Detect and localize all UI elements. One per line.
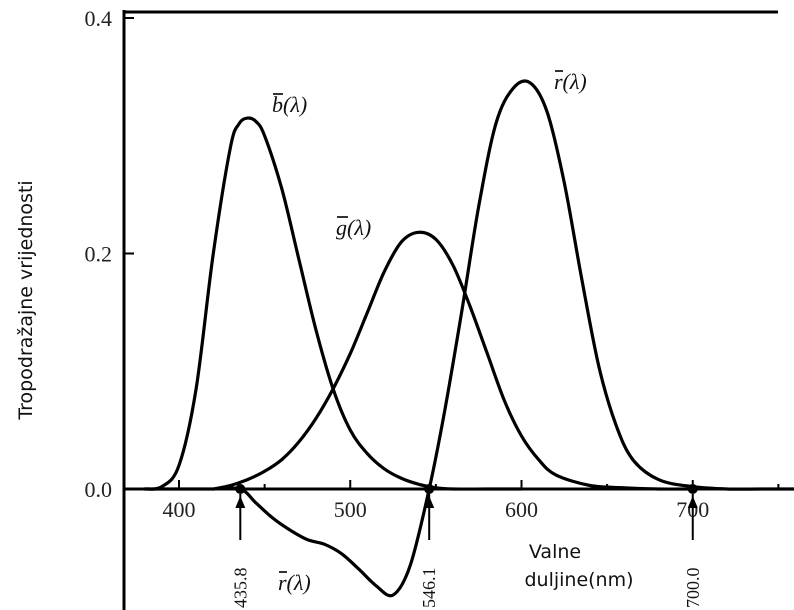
- y-axis-title: Tropodražajne vrijednosti: [15, 180, 37, 420]
- y-tick-label-0: 0.0: [85, 477, 113, 502]
- marker-arrow-head: [424, 496, 435, 508]
- x-axis-title-line2: duljine(nm): [524, 569, 633, 591]
- axis-titles: Tropodražajne vrijednosti Valne duljine(…: [15, 180, 634, 591]
- axis-ticks: [124, 17, 780, 490]
- r-bar-curve: [143, 79, 794, 598]
- marker-value: 546.1: [419, 568, 439, 609]
- x-tick-label-500: 500: [334, 497, 367, 522]
- r-bar-negative-label: r(λ): [278, 570, 311, 595]
- b-bar-curve: [143, 116, 524, 491]
- marker-700.0: 700.0: [683, 484, 703, 608]
- marker-arrow-head: [687, 496, 698, 508]
- r-bar-label-text: r(λ): [554, 69, 587, 94]
- r-bar-negative-label-text: r(λ): [278, 570, 311, 595]
- marker-dot: [235, 484, 246, 494]
- y-tick-label-1: 0.2: [85, 242, 113, 267]
- marker-arrow-head: [235, 496, 246, 508]
- marker-value: 435.8: [230, 568, 250, 609]
- curve-labels: b(λ) g(λ) r(λ) r(λ): [272, 69, 587, 595]
- marker-546.1: 546.1: [419, 484, 439, 608]
- marker-value: 700.0: [683, 568, 703, 609]
- g-bar-label: g(λ): [336, 215, 371, 240]
- r-bar-label: r(λ): [554, 69, 587, 94]
- x-tick-label-400: 400: [163, 497, 196, 522]
- x-tick-label-600: 600: [505, 497, 538, 522]
- marker-435.8: 435.8: [230, 484, 250, 608]
- g-bar-label-text: g(λ): [336, 215, 371, 240]
- y-tick-label-2: 0.4: [85, 6, 113, 31]
- marker-dot: [687, 484, 698, 494]
- wavelength-markers: 435.8 546.1 700.0: [230, 484, 703, 608]
- marker-dot: [424, 484, 435, 494]
- curves: [143, 79, 794, 598]
- g-bar-curve: [211, 230, 695, 491]
- x-axis-title-line1: Valne: [529, 541, 581, 563]
- b-bar-label-text: b(λ): [272, 92, 307, 117]
- b-bar-label: b(λ): [272, 92, 307, 117]
